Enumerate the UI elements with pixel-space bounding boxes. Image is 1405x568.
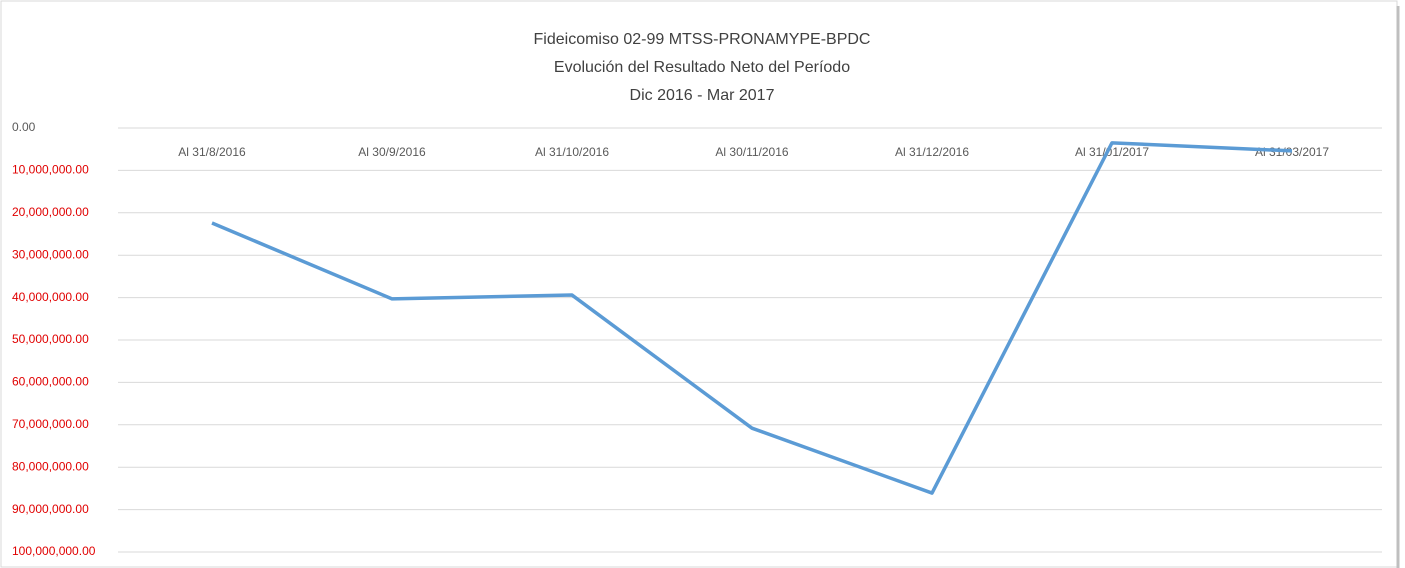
x-tick-label: Al 31/10/2016 [535,145,609,159]
x-tick-label: Al 31/8/2016 [178,145,246,159]
y-tick-label: 0.00 [12,120,36,134]
y-tick-label: 10,000,000.00 [12,163,89,177]
y-tick-label: 80,000,000.00 [12,459,89,473]
x-tick-label: Al 31/12/2016 [895,145,969,159]
y-tick-label: 60,000,000.00 [12,375,89,389]
y-tick-label: 50,000,000.00 [12,332,89,346]
x-tick-label: Al 31/01/2017 [1075,145,1149,159]
chart-subtitle: Dic 2016 - Mar 2017 [630,87,775,104]
x-tick-label: Al 30/11/2016 [715,145,788,159]
y-tick-label: 100,000,000.00 [12,544,96,558]
y-tick-label: 30,000,000.00 [12,247,89,261]
line-series [211,141,1293,495]
y-tick-label: 70,000,000.00 [12,417,89,431]
x-tick-label: Al 31/03/2017 [1255,145,1329,159]
chart-title: Fideicomiso 02-99 MTSS-PRONAMYPE-BPDC [534,31,871,48]
y-tick-label: 20,000,000.00 [12,205,89,219]
y-tick-label: 90,000,000.00 [12,502,89,516]
x-tick-label: Al 30/9/2016 [358,145,426,159]
chart-subtitle: Evolución del Resultado Neto del Período [554,59,850,76]
y-tick-label: 40,000,000.00 [12,290,89,304]
